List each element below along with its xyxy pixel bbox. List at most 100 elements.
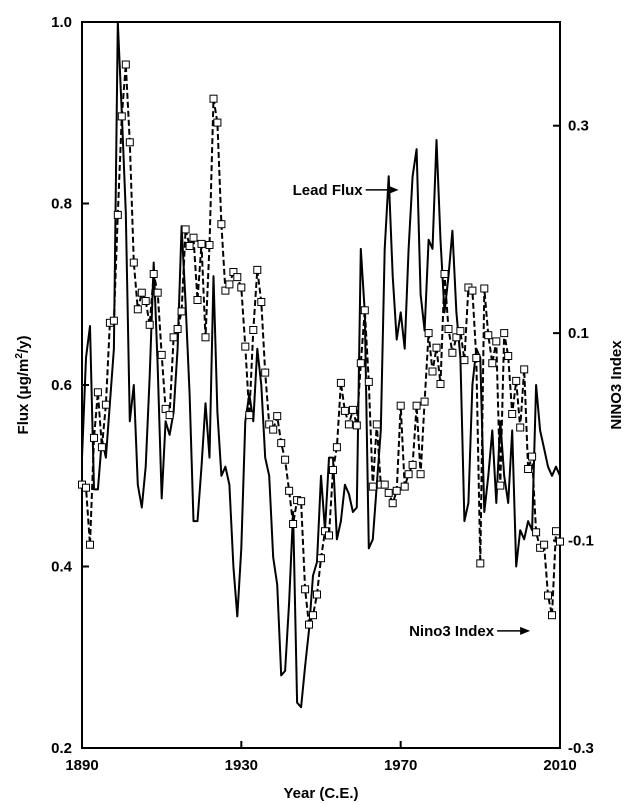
series-point-nino3: [476, 559, 485, 568]
series-point-nino3: [488, 359, 497, 368]
x-axis-title: Year (C.E.): [283, 785, 358, 802]
series-point-nino3: [436, 380, 445, 388]
series-point-nino3: [157, 350, 166, 359]
series-point-nino3: [177, 307, 186, 316]
series-point-nino3: [388, 499, 397, 508]
series-point-nino3: [512, 376, 521, 385]
annotation-arrow-head: [388, 185, 399, 194]
series-point-nino3: [448, 348, 457, 357]
series-point-nino3: [86, 540, 94, 549]
series-point-nino3: [301, 585, 310, 594]
series-point-nino3: [392, 486, 401, 495]
series-point-nino3: [313, 590, 321, 599]
series-line-nino3: [81, 63, 561, 626]
series-point-nino3: [336, 378, 345, 387]
annotation-label-lead_flux: Lead Flux: [293, 182, 364, 199]
series-point-nino3: [364, 377, 373, 386]
series-point-nino3: [217, 220, 226, 229]
series-point-nino3: [472, 354, 481, 362]
series-point-nino3: [169, 333, 178, 342]
series-layer: [78, 21, 564, 709]
series-point-nino3: [197, 239, 206, 248]
y-right-tick-label: 0.1: [568, 325, 589, 342]
series-point-nino3: [548, 611, 556, 620]
series-point-nino3: [524, 465, 533, 473]
series-point-nino3: [245, 411, 254, 420]
series-point-nino3: [480, 284, 489, 293]
series-point-nino3: [82, 483, 90, 492]
series-point-nino3: [193, 296, 202, 304]
series-point-nino3: [420, 397, 429, 406]
series-point-nino3: [165, 411, 174, 420]
series-point-nino3: [205, 241, 214, 249]
series-point-nino3: [117, 112, 126, 121]
series-point-nino3: [269, 425, 278, 434]
series-point-nino3: [125, 138, 134, 147]
series-point-nino3: [153, 288, 162, 297]
y-left-tick-label: 0.6: [51, 377, 72, 394]
series-point-nino3: [213, 118, 222, 127]
series-point-nino3: [121, 60, 130, 69]
series-point-nino3: [317, 554, 325, 563]
y-axis-title-right: NINO3 Index: [608, 340, 625, 430]
x-tick-label: 1930: [225, 757, 258, 774]
series-point-nino3: [396, 401, 405, 410]
series-point-nino3: [380, 480, 389, 489]
series-point-nino3: [332, 443, 341, 452]
x-tick-label: 1970: [384, 757, 417, 774]
series-point-nino3: [468, 286, 477, 295]
series-point-nino3: [237, 283, 246, 292]
series-point-nino3: [520, 365, 529, 374]
series-point-nino3: [145, 320, 154, 329]
series-point-nino3: [500, 329, 509, 338]
series-point-nino3: [201, 333, 210, 342]
series-point-nino3: [149, 270, 158, 278]
series-point-nino3: [432, 343, 441, 352]
series-point-nino3: [281, 455, 290, 464]
series-point-nino3: [97, 443, 106, 452]
series-point-nino3: [249, 326, 258, 334]
series-point-nino3: [273, 412, 282, 421]
series-point-nino3: [552, 527, 560, 536]
y-left-tick-label: 0.2: [51, 740, 72, 757]
series-point-nino3: [528, 452, 537, 461]
series-point-nino3: [285, 486, 294, 495]
series-point-nino3: [368, 482, 377, 491]
series-point-nino3: [173, 325, 182, 333]
y-axis-title-left: Flux (μg/m2/y): [14, 336, 32, 435]
series-point-nino3: [504, 352, 513, 360]
series-point-nino3: [404, 470, 413, 479]
series-point-nino3: [309, 611, 317, 620]
series-point-nino3: [344, 420, 353, 429]
series-point-nino3: [416, 470, 425, 479]
series-point-nino3: [225, 280, 234, 289]
series-point-nino3: [508, 410, 517, 418]
y-right-tick-label: -0.1: [568, 533, 594, 550]
series-point-nino3: [93, 388, 102, 397]
series-point-nino3: [261, 368, 270, 377]
series-point-nino3: [113, 210, 122, 219]
series-point-nino3: [209, 94, 218, 103]
annotation-arrow-head: [520, 626, 531, 635]
series-point-nino3: [356, 359, 365, 368]
series-point-nino3: [428, 367, 437, 376]
series-point-nino3: [189, 233, 198, 242]
y-left-tick-label: 1.0: [51, 14, 72, 31]
series-point-nino3: [129, 258, 138, 267]
series-point-nino3: [348, 405, 357, 414]
series-point-nino3: [257, 298, 266, 306]
y-left-tick-label: 0.8: [51, 196, 72, 213]
series-point-nino3: [305, 620, 313, 629]
series-point-nino3: [424, 329, 433, 338]
series-point-nino3: [297, 497, 306, 506]
series-point-nino3: [372, 420, 381, 429]
y-left-tick-label: 0.4: [51, 559, 73, 576]
series-point-nino3: [181, 225, 190, 234]
series-point-nino3: [516, 423, 525, 432]
series-point-nino3: [329, 466, 337, 474]
series-point-nino3: [325, 531, 333, 540]
series-point-nino3: [233, 273, 242, 282]
series-point-nino3: [440, 270, 449, 278]
annotations-layer: Lead Flux Nino3 Index: [293, 182, 531, 640]
